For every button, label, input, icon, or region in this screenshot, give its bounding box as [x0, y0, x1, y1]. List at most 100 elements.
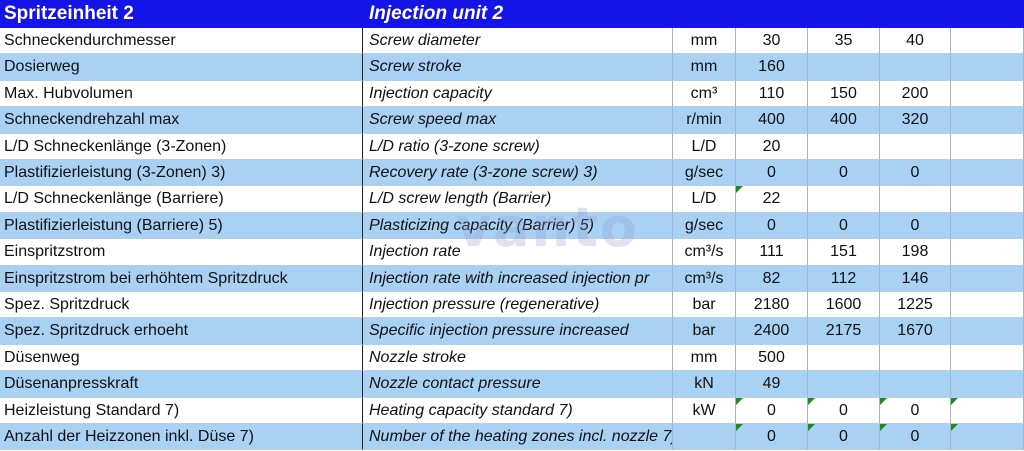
empty-cell[interactable]	[951, 186, 1024, 213]
german-label-cell[interactable]: Schneckendurchmesser	[0, 28, 363, 55]
value-cell-3[interactable]: 1670	[880, 318, 951, 345]
value-cell-1[interactable]: 0	[736, 424, 808, 451]
empty-cell[interactable]	[951, 344, 1024, 372]
value-cell-3[interactable]	[880, 186, 951, 213]
value-cell-1[interactable]: 2180	[736, 292, 808, 319]
english-label-cell[interactable]: L/D screw length (Barrier)	[363, 186, 673, 213]
empty-cell[interactable]	[951, 28, 1024, 55]
english-label-cell[interactable]: Injection rate	[363, 239, 673, 266]
empty-cell[interactable]	[951, 265, 1024, 292]
value-cell-3[interactable]: 0	[880, 160, 951, 187]
german-label-cell[interactable]: Spez. Spritzdruck	[0, 292, 363, 319]
value-cell-1[interactable]: 20	[736, 133, 808, 160]
german-label-cell[interactable]: Einspritzstrom	[0, 239, 363, 266]
unit-cell[interactable]: bar	[673, 318, 736, 345]
value-cell-1[interactable]: 0	[736, 160, 808, 187]
empty-cell[interactable]	[951, 292, 1024, 319]
header-german-title[interactable]: Spritzeinheit 2	[0, 0, 363, 28]
empty-cell[interactable]	[951, 397, 1024, 424]
unit-cell[interactable]: g/sec	[673, 160, 736, 187]
value-cell-1[interactable]: 500	[736, 344, 808, 372]
english-label-cell[interactable]: Number of the heating zones incl. nozzle…	[363, 424, 673, 451]
english-label-cell[interactable]: Nozzle contact pressure	[363, 371, 673, 398]
unit-cell[interactable]: mm	[673, 54, 736, 81]
value-cell-2[interactable]: 0	[808, 397, 880, 424]
empty-cell[interactable]	[951, 133, 1024, 160]
german-label-cell[interactable]: Max. Hubvolumen	[0, 80, 363, 108]
unit-cell[interactable]: cm³	[673, 80, 736, 108]
value-cell-1[interactable]: 110	[736, 80, 808, 108]
empty-cell[interactable]	[951, 107, 1024, 134]
english-label-cell[interactable]: Injection rate with increased injection …	[363, 265, 673, 292]
value-cell-1[interactable]: 111	[736, 239, 808, 266]
unit-cell[interactable]: cm³/s	[673, 265, 736, 292]
value-cell-3[interactable]: 200	[880, 80, 951, 108]
empty-cell[interactable]	[951, 212, 1024, 240]
value-cell-1[interactable]: 49	[736, 371, 808, 398]
english-label-cell[interactable]: L/D ratio (3-zone screw)	[363, 133, 673, 160]
value-cell-3[interactable]	[880, 133, 951, 160]
value-cell-2[interactable]: 2175	[808, 318, 880, 345]
unit-cell[interactable]: mm	[673, 28, 736, 55]
unit-cell[interactable]: kW	[673, 397, 736, 424]
german-label-cell[interactable]: Spez. Spritzdruck erhoeht	[0, 318, 363, 345]
value-cell-2[interactable]: 400	[808, 107, 880, 134]
english-label-cell[interactable]: Injection capacity	[363, 80, 673, 108]
value-cell-1[interactable]: 0	[736, 212, 808, 240]
value-cell-1[interactable]: 2400	[736, 318, 808, 345]
german-label-cell[interactable]: L/D Schneckenlänge (Barriere)	[0, 186, 363, 213]
value-cell-3[interactable]	[880, 54, 951, 81]
value-cell-2[interactable]	[808, 371, 880, 398]
english-label-cell[interactable]: Screw diameter	[363, 28, 673, 55]
value-cell-2[interactable]: 0	[808, 424, 880, 451]
value-cell-3[interactable]: 198	[880, 239, 951, 266]
unit-cell[interactable]: kN	[673, 371, 736, 398]
value-cell-2[interactable]	[808, 186, 880, 213]
english-label-cell[interactable]: Recovery rate (3-zone screw) 3)	[363, 160, 673, 187]
value-cell-3[interactable]: 320	[880, 107, 951, 134]
value-cell-1[interactable]: 22	[736, 186, 808, 213]
unit-cell[interactable]: L/D	[673, 186, 736, 213]
value-cell-3[interactable]: 146	[880, 265, 951, 292]
empty-cell[interactable]	[951, 371, 1024, 398]
value-cell-2[interactable]	[808, 54, 880, 81]
value-cell-2[interactable]: 35	[808, 28, 880, 55]
unit-cell[interactable]: g/sec	[673, 212, 736, 240]
value-cell-2[interactable]: 151	[808, 239, 880, 266]
empty-cell[interactable]	[951, 54, 1024, 81]
value-cell-3[interactable]: 40	[880, 28, 951, 55]
german-label-cell[interactable]: Schneckendrehzahl max	[0, 107, 363, 134]
english-label-cell[interactable]: Specific injection pressure increased	[363, 318, 673, 345]
value-cell-2[interactable]	[808, 133, 880, 160]
german-label-cell[interactable]: Plastifizierleistung (Barriere) 5)	[0, 212, 363, 240]
german-label-cell[interactable]: L/D Schneckenlänge (3-Zonen)	[0, 133, 363, 160]
unit-cell[interactable]: L/D	[673, 133, 736, 160]
unit-cell[interactable]: r/min	[673, 107, 736, 134]
english-label-cell[interactable]: Screw stroke	[363, 54, 673, 81]
german-label-cell[interactable]: Dosierweg	[0, 54, 363, 81]
value-cell-1[interactable]: 400	[736, 107, 808, 134]
english-label-cell[interactable]: Injection pressure (regenerative)	[363, 292, 673, 319]
value-cell-3[interactable]: 0	[880, 212, 951, 240]
value-cell-2[interactable]: 1600	[808, 292, 880, 319]
value-cell-2[interactable]: 0	[808, 212, 880, 240]
english-label-cell[interactable]: Screw speed max	[363, 107, 673, 134]
value-cell-1[interactable]: 0	[736, 397, 808, 424]
german-label-cell[interactable]: Einspritzstrom bei erhöhtem Spritzdruck	[0, 265, 363, 292]
value-cell-3[interactable]	[880, 344, 951, 372]
german-label-cell[interactable]: Anzahl der Heizzonen inkl. Düse 7)	[0, 424, 363, 451]
empty-cell[interactable]	[951, 318, 1024, 345]
empty-cell[interactable]	[951, 80, 1024, 108]
german-label-cell[interactable]: Düsenanpresskraft	[0, 371, 363, 398]
english-label-cell[interactable]: Nozzle stroke	[363, 344, 673, 372]
empty-cell[interactable]	[951, 160, 1024, 187]
unit-cell[interactable]: bar	[673, 292, 736, 319]
value-cell-2[interactable]: 150	[808, 80, 880, 108]
value-cell-3[interactable]	[880, 371, 951, 398]
value-cell-3[interactable]: 0	[880, 424, 951, 451]
english-label-cell[interactable]: Heating capacity standard 7)	[363, 397, 673, 424]
unit-cell[interactable]: cm³/s	[673, 239, 736, 266]
unit-cell[interactable]: mm	[673, 344, 736, 372]
value-cell-1[interactable]: 160	[736, 54, 808, 81]
german-label-cell[interactable]: Heizleistung Standard 7)	[0, 397, 363, 424]
